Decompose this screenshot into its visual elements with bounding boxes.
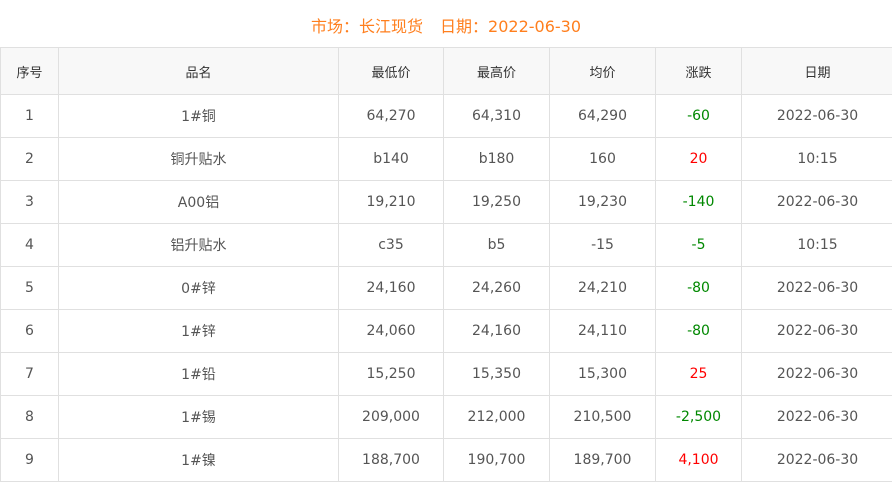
cell-name: 0#锌 <box>59 267 339 310</box>
cell-index: 5 <box>1 267 59 310</box>
cell-avg: 24,110 <box>550 310 656 353</box>
cell-index: 2 <box>1 138 59 181</box>
cell-low: 64,270 <box>339 95 444 138</box>
cell-high: 24,260 <box>444 267 550 310</box>
cell-index: 8 <box>1 396 59 439</box>
cell-change: -60 <box>656 95 742 138</box>
cell-change: -80 <box>656 267 742 310</box>
cell-avg: 15,300 <box>550 353 656 396</box>
cell-name: 铜升贴水 <box>59 138 339 181</box>
cell-change: 20 <box>656 138 742 181</box>
cell-name: 1#锌 <box>59 310 339 353</box>
cell-avg: -15 <box>550 224 656 267</box>
cell-low: b140 <box>339 138 444 181</box>
col-name: 品名 <box>59 48 339 95</box>
col-index: 序号 <box>1 48 59 95</box>
cell-name: 1#铅 <box>59 353 339 396</box>
cell-date: 2022-06-30 <box>742 439 892 482</box>
col-low: 最低价 <box>339 48 444 95</box>
cell-low: 209,000 <box>339 396 444 439</box>
cell-date: 10:15 <box>742 138 892 181</box>
col-avg: 均价 <box>550 48 656 95</box>
cell-date: 2022-06-30 <box>742 353 892 396</box>
page-title: 市场：长江现货 日期：2022-06-30 <box>0 0 892 47</box>
cell-high: 212,000 <box>444 396 550 439</box>
cell-high: 15,350 <box>444 353 550 396</box>
cell-change: -2,500 <box>656 396 742 439</box>
cell-index: 4 <box>1 224 59 267</box>
cell-change: 4,100 <box>656 439 742 482</box>
date-label: 日期：2022-06-30 <box>440 17 581 36</box>
cell-name: 铝升贴水 <box>59 224 339 267</box>
cell-change: -140 <box>656 181 742 224</box>
col-date: 日期 <box>742 48 892 95</box>
cell-high: 64,310 <box>444 95 550 138</box>
cell-name: 1#镍 <box>59 439 339 482</box>
col-change: 涨跌 <box>656 48 742 95</box>
cell-name: 1#铜 <box>59 95 339 138</box>
cell-high: 190,700 <box>444 439 550 482</box>
table-header-row: 序号 品名 最低价 最高价 均价 涨跌 日期 <box>1 48 892 95</box>
cell-index: 3 <box>1 181 59 224</box>
cell-name: A00铝 <box>59 181 339 224</box>
cell-low: 15,250 <box>339 353 444 396</box>
cell-low: 24,060 <box>339 310 444 353</box>
cell-index: 7 <box>1 353 59 396</box>
cell-date: 2022-06-30 <box>742 310 892 353</box>
cell-high: b180 <box>444 138 550 181</box>
cell-low: 19,210 <box>339 181 444 224</box>
cell-avg: 64,290 <box>550 95 656 138</box>
cell-low: 188,700 <box>339 439 444 482</box>
cell-high: b5 <box>444 224 550 267</box>
cell-index: 1 <box>1 95 59 138</box>
cell-avg: 210,500 <box>550 396 656 439</box>
cell-avg: 189,700 <box>550 439 656 482</box>
cell-index: 6 <box>1 310 59 353</box>
cell-index: 9 <box>1 439 59 482</box>
cell-date: 2022-06-30 <box>742 181 892 224</box>
cell-low: c35 <box>339 224 444 267</box>
cell-low: 24,160 <box>339 267 444 310</box>
cell-change: -80 <box>656 310 742 353</box>
cell-date: 2022-06-30 <box>742 95 892 138</box>
cell-high: 19,250 <box>444 181 550 224</box>
cell-date: 2022-06-30 <box>742 396 892 439</box>
col-high: 最高价 <box>444 48 550 95</box>
cell-avg: 24,210 <box>550 267 656 310</box>
cell-high: 24,160 <box>444 310 550 353</box>
cell-avg: 160 <box>550 138 656 181</box>
cell-change: 25 <box>656 353 742 396</box>
cell-date: 10:15 <box>742 224 892 267</box>
cell-change: -5 <box>656 224 742 267</box>
cell-name: 1#锡 <box>59 396 339 439</box>
cell-avg: 19,230 <box>550 181 656 224</box>
cell-date: 2022-06-30 <box>742 267 892 310</box>
market-label: 市场：长江现货 <box>311 17 423 36</box>
